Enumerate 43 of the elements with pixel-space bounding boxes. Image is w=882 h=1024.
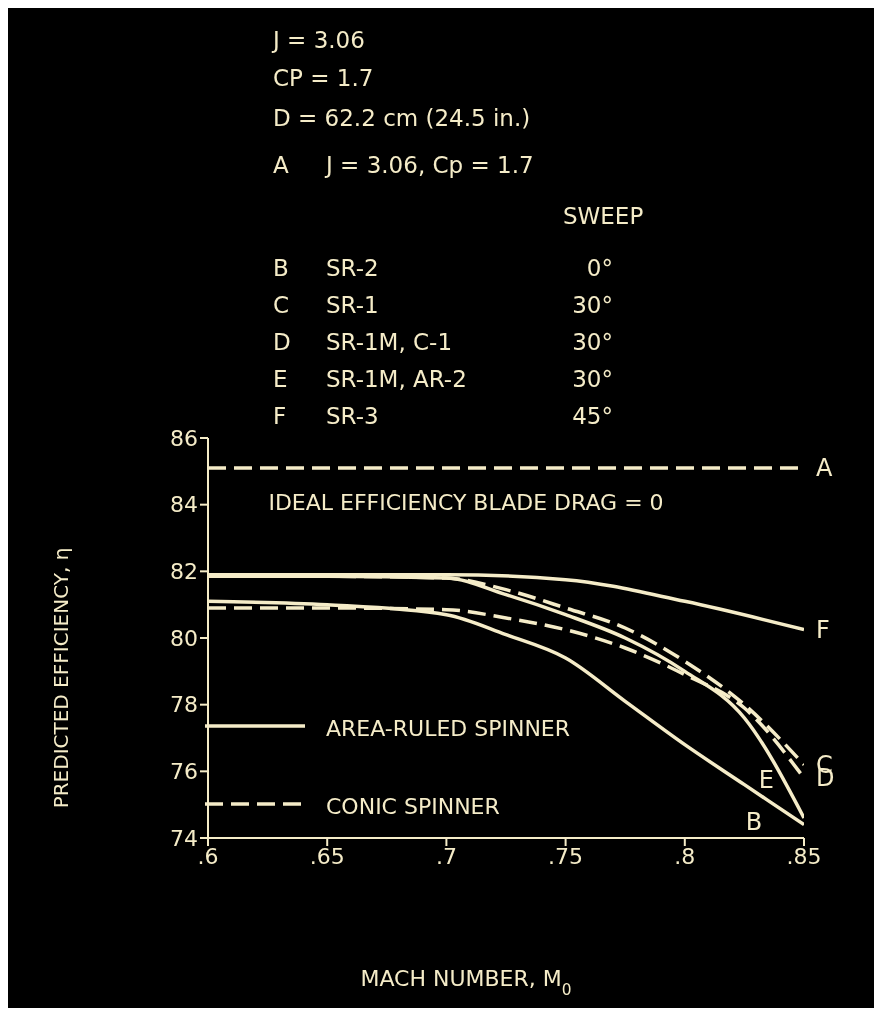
text: 30° bbox=[572, 329, 613, 355]
text: SR-1M, C-1 bbox=[326, 329, 453, 355]
text: B bbox=[273, 255, 289, 281]
text: J = 3.06 bbox=[271, 27, 365, 53]
x-tick-label: .65 bbox=[309, 843, 345, 869]
annotation: AREA-RULED SPINNER bbox=[326, 716, 571, 741]
x-tick-label: .85 bbox=[786, 843, 822, 869]
y-axis-title: PREDICTED EFFICIENCY, η bbox=[49, 547, 73, 809]
text: J = 3.06, Cp = 1.7 bbox=[324, 152, 534, 178]
text: 45° bbox=[572, 403, 613, 429]
x-tick-label: .75 bbox=[548, 843, 584, 869]
x-axis-title: MACH NUMBER, M$_{0}$ bbox=[360, 966, 572, 999]
text: D bbox=[273, 329, 291, 355]
series-label: E bbox=[758, 766, 774, 794]
y-tick-label: 80 bbox=[170, 625, 198, 651]
y-tick-label: 82 bbox=[170, 559, 198, 585]
y-tick-label: 86 bbox=[170, 425, 198, 451]
x-tick-label: .7 bbox=[435, 843, 457, 869]
series-label: F bbox=[816, 615, 830, 644]
text: SR-1M, AR-2 bbox=[326, 366, 467, 392]
series-label: B bbox=[745, 807, 763, 836]
text: A bbox=[273, 152, 289, 178]
y-tick-label: 84 bbox=[170, 492, 198, 518]
y-tick-label: 74 bbox=[170, 825, 198, 851]
text: SR-3 bbox=[326, 403, 379, 429]
text: CP = 1.7 bbox=[273, 65, 374, 91]
annotation: IDEAL EFFICIENCY BLADE DRAG = 0 bbox=[268, 490, 664, 515]
text: 0° bbox=[586, 255, 613, 281]
text: SR-1 bbox=[326, 292, 379, 318]
text: 30° bbox=[572, 292, 613, 318]
y-tick-label: 76 bbox=[170, 759, 198, 785]
text: D = 62.2 cm (24.5 in.) bbox=[273, 105, 531, 131]
text: SWEEP bbox=[563, 203, 644, 229]
y-tick-label: 78 bbox=[170, 692, 198, 718]
text: 30° bbox=[572, 366, 613, 392]
x-tick-label: .8 bbox=[674, 843, 696, 869]
annotation: CONIC SPINNER bbox=[326, 794, 500, 819]
text: E bbox=[273, 366, 288, 392]
text: SR-2 bbox=[326, 255, 379, 281]
series-label: A bbox=[816, 454, 833, 482]
text: F bbox=[273, 403, 287, 429]
text: C bbox=[273, 292, 290, 318]
x-tick-label: .6 bbox=[197, 843, 219, 869]
